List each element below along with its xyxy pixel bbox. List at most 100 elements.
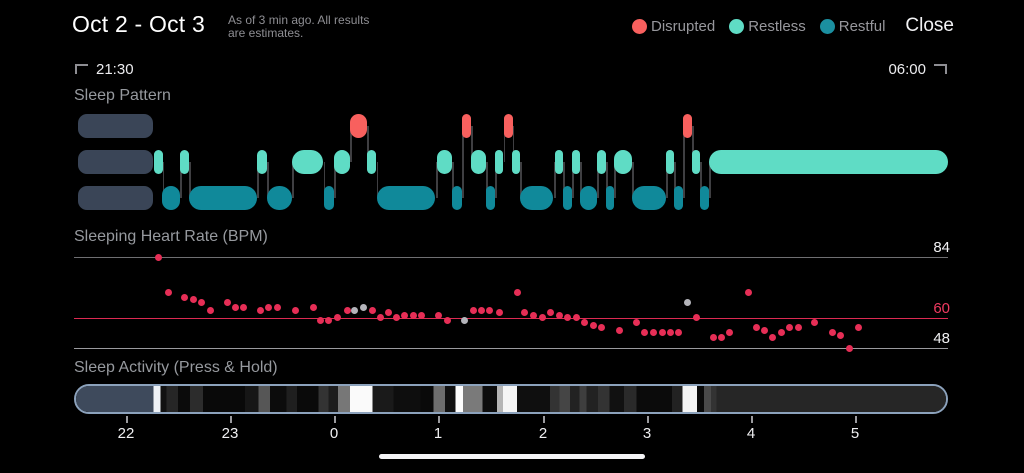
hour-label-23: 23 xyxy=(221,425,239,442)
sleep-segment-restless xyxy=(666,150,674,174)
hr-point xyxy=(324,316,332,324)
hr-point xyxy=(725,329,733,337)
hr-point xyxy=(845,344,853,352)
hr-point xyxy=(640,329,648,337)
hr-gridline-84 xyxy=(74,257,948,258)
sleep-stage-connector xyxy=(367,126,369,162)
hr-point xyxy=(572,314,580,322)
home-indicator[interactable] xyxy=(379,454,645,459)
hr-point xyxy=(434,311,442,319)
hr-point xyxy=(409,311,417,319)
sleep-segment-restful xyxy=(520,186,553,210)
sleep-segment-restful xyxy=(189,186,257,210)
hr-gridline-48 xyxy=(74,348,948,349)
legend-item-restless: Restless xyxy=(729,18,806,35)
hr-point xyxy=(520,309,528,317)
hr-point xyxy=(546,309,554,317)
legend-item-disrupted: Disrupted xyxy=(632,18,715,35)
hr-point xyxy=(392,314,400,322)
sleep-stage-connector xyxy=(257,162,259,198)
hr-point xyxy=(206,306,214,314)
hr-axis-label-60: 60 xyxy=(933,299,950,317)
sleep-segment-restless xyxy=(471,150,486,174)
header-right: Disrupted Restless Restful Close xyxy=(632,15,954,37)
sleep-segment-restless xyxy=(572,150,580,174)
hour-label-0: 0 xyxy=(329,425,339,442)
corner-bracket-left-icon xyxy=(75,64,88,74)
window-end-marker: 06:00 xyxy=(888,61,947,78)
sleep-stage-connector xyxy=(692,126,694,162)
pre-sleep-block xyxy=(78,114,153,138)
hr-point xyxy=(291,306,299,314)
hr-point xyxy=(563,314,571,322)
sleep-segment-restless xyxy=(709,150,948,174)
hr-point xyxy=(658,329,666,337)
sleep-stage-connector xyxy=(520,162,522,198)
sleep-stage-connector xyxy=(376,162,378,198)
hr-point xyxy=(674,329,682,337)
hr-point xyxy=(231,304,239,312)
sleep-stage-connector xyxy=(666,162,668,198)
hr-point xyxy=(400,311,408,319)
hr-point xyxy=(854,324,862,332)
hr-point xyxy=(836,331,844,339)
sleep-segment-disrupted xyxy=(683,114,692,138)
sleep-stage-connector xyxy=(267,162,269,198)
page-subtitle: As of 3 min ago. All results are estimat… xyxy=(228,14,369,40)
sleep-segment-restful xyxy=(162,186,180,210)
hr-point xyxy=(810,319,818,327)
hr-point xyxy=(513,288,521,296)
sleep-stage-connector xyxy=(180,162,182,198)
hr-point xyxy=(649,329,657,337)
hr-point xyxy=(692,314,700,322)
hr-point xyxy=(417,311,425,319)
sleep-pattern-title: Sleep Pattern xyxy=(74,87,171,104)
hr-point xyxy=(164,288,172,296)
hour-tick-23 xyxy=(230,416,232,423)
sleep-stage-connector xyxy=(462,126,464,198)
sleep-stage-connector xyxy=(554,162,556,198)
hr-point xyxy=(239,304,247,312)
sleep-segment-restful xyxy=(563,186,572,210)
hour-axis: 22 23 0 1 2 3 4 5 xyxy=(74,416,948,444)
sleep-segment-disrupted xyxy=(350,114,367,138)
hour-label-1: 1 xyxy=(433,425,443,442)
hr-point xyxy=(589,321,597,329)
hr-point xyxy=(443,316,451,324)
hr-point-estimated xyxy=(350,306,358,314)
disrupted-legend-dot-icon xyxy=(632,18,647,34)
sleep-segment-restless xyxy=(367,150,376,174)
hr-point xyxy=(828,329,836,337)
sleep-activity-bar[interactable] xyxy=(74,384,948,414)
sleep-segment-restful xyxy=(324,186,334,210)
window-start-time: 21:30 xyxy=(96,61,134,78)
hr-point-estimated xyxy=(359,304,367,312)
hr-point-estimated xyxy=(683,299,691,306)
window-start-marker: 21:30 xyxy=(75,61,134,78)
sleep-stage-connector xyxy=(350,126,352,162)
sleep-segment-restless xyxy=(257,150,267,174)
hr-point xyxy=(760,326,768,334)
hr-point xyxy=(309,304,317,312)
hour-tick-0 xyxy=(334,416,336,423)
hr-point xyxy=(717,334,725,342)
legend-item-restful: Restful xyxy=(819,18,885,35)
hour-tick-1 xyxy=(438,416,440,423)
close-button[interactable]: Close xyxy=(905,15,954,36)
hr-axis-label-48: 48 xyxy=(933,330,950,347)
hr-point xyxy=(752,324,760,332)
hour-label-22: 22 xyxy=(117,425,135,442)
sleep-segment-restless xyxy=(555,150,563,174)
heart-rate-chart: 84 60 48 xyxy=(74,239,950,352)
sleep-segment-restful xyxy=(452,186,462,210)
hr-point xyxy=(615,326,623,334)
pre-sleep-block xyxy=(78,186,153,210)
sleep-stage-connector xyxy=(674,162,676,198)
hr-point xyxy=(189,296,197,304)
sleep-stage-connector xyxy=(452,162,454,198)
hour-tick-22 xyxy=(126,416,128,423)
hr-point xyxy=(264,304,272,312)
sleep-segment-restless xyxy=(334,150,350,174)
sleep-stage-connector xyxy=(709,162,711,198)
hr-point xyxy=(538,314,546,322)
